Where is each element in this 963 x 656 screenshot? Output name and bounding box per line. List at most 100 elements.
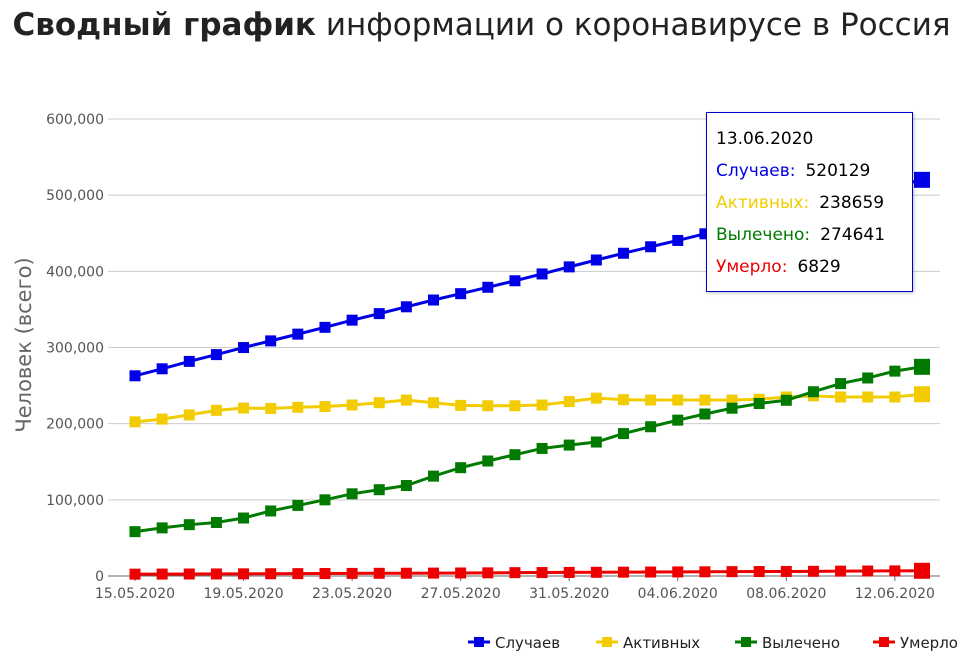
data-point[interactable] xyxy=(672,234,684,246)
data-point[interactable] xyxy=(455,462,467,474)
data-point[interactable] xyxy=(536,399,548,411)
data-point[interactable] xyxy=(590,566,602,578)
data-point[interactable] xyxy=(183,519,195,531)
data-point[interactable] xyxy=(835,391,847,403)
data-point[interactable] xyxy=(807,565,819,577)
data-point[interactable] xyxy=(726,566,738,578)
data-point[interactable] xyxy=(753,566,765,578)
data-point[interactable] xyxy=(156,522,168,534)
data-point[interactable] xyxy=(455,399,467,411)
data-point[interactable] xyxy=(914,562,930,579)
data-point[interactable] xyxy=(156,413,168,425)
data-point[interactable] xyxy=(726,394,738,406)
data-point[interactable] xyxy=(183,568,195,580)
data-point[interactable] xyxy=(563,261,575,273)
data-point[interactable] xyxy=(699,566,711,578)
data-point[interactable] xyxy=(373,397,385,409)
data-point[interactable] xyxy=(645,241,657,253)
data-point[interactable] xyxy=(862,372,874,384)
data-point[interactable] xyxy=(319,494,331,506)
data-point[interactable] xyxy=(265,568,277,580)
data-point[interactable] xyxy=(183,409,195,421)
data-point[interactable] xyxy=(400,567,412,579)
legend-item[interactable]: Активных xyxy=(596,634,700,652)
data-point[interactable] xyxy=(482,455,494,467)
data-point[interactable] xyxy=(563,566,575,578)
data-point[interactable] xyxy=(672,414,684,426)
data-point[interactable] xyxy=(617,394,629,406)
data-point[interactable] xyxy=(210,349,222,361)
data-point[interactable] xyxy=(455,288,467,300)
data-point[interactable] xyxy=(617,247,629,259)
data-point[interactable] xyxy=(210,517,222,529)
data-point[interactable] xyxy=(400,480,412,492)
data-point[interactable] xyxy=(699,408,711,420)
data-point[interactable] xyxy=(238,342,250,354)
data-point[interactable] xyxy=(129,370,141,382)
data-point[interactable] xyxy=(265,505,277,517)
data-point[interactable] xyxy=(835,565,847,577)
data-point[interactable] xyxy=(699,228,711,240)
data-point[interactable] xyxy=(238,568,250,580)
data-point[interactable] xyxy=(156,363,168,375)
data-point[interactable] xyxy=(590,392,602,404)
data-point[interactable] xyxy=(428,567,440,579)
data-point[interactable] xyxy=(672,394,684,406)
data-point[interactable] xyxy=(265,402,277,414)
data-point[interactable] xyxy=(509,567,521,579)
data-point[interactable] xyxy=(129,416,141,428)
data-point[interactable] xyxy=(835,378,847,390)
legend-item[interactable]: Умерло xyxy=(873,634,958,652)
data-point[interactable] xyxy=(482,281,494,293)
data-point[interactable] xyxy=(238,402,250,414)
data-point[interactable] xyxy=(889,391,901,403)
data-point[interactable] xyxy=(726,402,738,414)
data-point[interactable] xyxy=(780,394,792,406)
data-point[interactable] xyxy=(129,568,141,580)
data-point[interactable] xyxy=(292,328,304,340)
data-point[interactable] xyxy=(455,567,467,579)
data-point[interactable] xyxy=(645,566,657,578)
data-point[interactable] xyxy=(862,565,874,577)
data-point[interactable] xyxy=(482,567,494,579)
data-point[interactable] xyxy=(238,512,250,524)
data-point[interactable] xyxy=(617,566,629,578)
data-point[interactable] xyxy=(210,404,222,416)
data-point[interactable] xyxy=(373,567,385,579)
data-point[interactable] xyxy=(292,499,304,511)
data-point[interactable] xyxy=(914,358,930,375)
data-point[interactable] xyxy=(373,308,385,320)
data-point[interactable] xyxy=(346,399,358,411)
data-point[interactable] xyxy=(428,470,440,482)
data-point[interactable] xyxy=(563,439,575,451)
data-point[interactable] xyxy=(428,397,440,409)
data-point[interactable] xyxy=(482,400,494,412)
data-point[interactable] xyxy=(428,294,440,306)
data-point[interactable] xyxy=(590,436,602,448)
data-point[interactable] xyxy=(780,565,792,577)
data-point[interactable] xyxy=(889,565,901,577)
data-point[interactable] xyxy=(346,567,358,579)
legend-item[interactable]: Вылечено xyxy=(735,634,840,652)
data-point[interactable] xyxy=(753,397,765,409)
data-point[interactable] xyxy=(807,386,819,398)
data-point[interactable] xyxy=(563,396,575,408)
legend-item[interactable]: Случаев xyxy=(468,634,560,652)
data-point[interactable] xyxy=(319,321,331,333)
data-point[interactable] xyxy=(645,394,657,406)
data-point[interactable] xyxy=(509,449,521,461)
data-point[interactable] xyxy=(319,568,331,580)
data-point[interactable] xyxy=(400,301,412,313)
data-point[interactable] xyxy=(862,391,874,403)
data-point[interactable] xyxy=(590,254,602,266)
data-point[interactable] xyxy=(129,526,141,538)
data-point[interactable] xyxy=(672,566,684,578)
data-point[interactable] xyxy=(292,401,304,413)
data-point[interactable] xyxy=(914,386,930,403)
data-point[interactable] xyxy=(373,484,385,496)
data-point[interactable] xyxy=(536,442,548,454)
data-point[interactable] xyxy=(617,428,629,440)
data-point[interactable] xyxy=(210,568,222,580)
data-point[interactable] xyxy=(509,275,521,287)
data-point[interactable] xyxy=(914,171,930,188)
